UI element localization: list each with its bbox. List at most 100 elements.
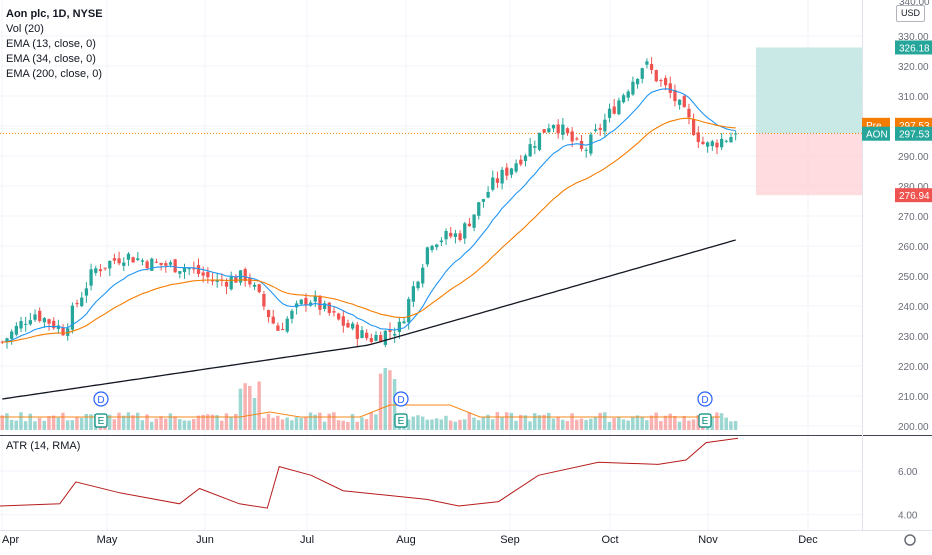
- month-label: Aug: [396, 534, 416, 546]
- candle-body: [519, 159, 523, 165]
- candle-body: [724, 140, 728, 142]
- candle-body: [556, 124, 560, 134]
- candle-body: [603, 119, 607, 132]
- candle-body: [696, 132, 700, 143]
- loss-zone: [756, 133, 862, 196]
- legend-ema13: EMA (13, close, 0): [6, 38, 96, 50]
- volume-bar: [453, 421, 458, 430]
- volume-bar: [504, 412, 509, 430]
- volume-bar: [495, 412, 500, 430]
- candle-body: [734, 133, 738, 135]
- candle-body: [243, 269, 247, 282]
- price-tick-label: 330.00: [898, 32, 929, 43]
- candle-body: [94, 268, 98, 273]
- volume-bar: [327, 413, 331, 430]
- candle-body: [640, 68, 644, 79]
- candle-body: [621, 95, 626, 103]
- candle-body: [449, 232, 453, 237]
- volume-bar: [336, 420, 341, 430]
- volume-bar: [177, 419, 182, 430]
- earnings-marker: [94, 413, 108, 428]
- earnings-marker: [394, 413, 408, 428]
- volume-bar: [75, 416, 79, 430]
- volume-bar: [462, 419, 467, 430]
- price-tick-label: 220.00: [898, 362, 929, 373]
- volume-bar: [710, 417, 714, 430]
- candle-body: [505, 167, 509, 176]
- candle-body: [346, 322, 350, 328]
- volume-bar: [61, 412, 65, 430]
- candle-body: [561, 124, 565, 135]
- candle-body: [379, 335, 383, 342]
- candle-body: [383, 330, 387, 345]
- atr-legend: ATR (14, RMA): [6, 440, 81, 452]
- volume-bar: [570, 413, 574, 430]
- candle-body: [444, 231, 448, 240]
- volume-bar: [509, 412, 514, 430]
- candle-body: [52, 320, 56, 329]
- candle-body: [70, 305, 75, 330]
- volume-bar: [280, 419, 285, 430]
- candle-body: [509, 168, 514, 175]
- candle-body: [425, 247, 430, 265]
- price-tag-prefix-bg: [862, 126, 890, 141]
- price-tag-bg: [895, 188, 932, 203]
- candle-body: [649, 63, 654, 70]
- currency-button[interactable]: USD: [896, 5, 925, 22]
- volume-bar: [271, 417, 275, 430]
- candle-body: [332, 311, 336, 313]
- volume-bar: [476, 420, 481, 430]
- volume-bar: [411, 416, 416, 430]
- volume-bar: [23, 421, 28, 430]
- volume-bar: [318, 412, 322, 430]
- candle-body: [701, 141, 705, 145]
- candle-body: [173, 259, 177, 273]
- volume-bar: [663, 415, 668, 430]
- candle-body: [715, 142, 719, 148]
- candle-body: [313, 296, 317, 302]
- volume-bar: [626, 420, 630, 430]
- volume-bar: [131, 415, 135, 430]
- candle-body: [10, 331, 14, 339]
- volume-bar: [458, 419, 462, 430]
- volume-bar: [346, 421, 350, 430]
- candle-body: [598, 127, 602, 130]
- candle-body: [551, 124, 556, 129]
- volume-bar: [121, 415, 126, 430]
- volume-bar: [546, 412, 551, 430]
- candle-body: [729, 137, 733, 143]
- candle-body: [33, 314, 37, 320]
- candle-body: [463, 223, 467, 239]
- candle-body: [659, 80, 663, 82]
- month-label: Apr: [2, 534, 19, 546]
- volume-bar: [285, 417, 289, 430]
- price-tag-prefix: AON: [866, 130, 888, 141]
- candle-body: [145, 261, 149, 269]
- candle-body: [542, 129, 546, 133]
- volume-bar: [70, 420, 75, 430]
- volume-bar: [598, 412, 602, 430]
- volume-bar: [486, 414, 490, 430]
- candle-body: [374, 334, 378, 341]
- volume-bar: [733, 420, 738, 430]
- volume-bar: [234, 414, 238, 430]
- volume-bar: [163, 418, 168, 430]
- volume-bar: [56, 417, 61, 430]
- volume-bar: [145, 414, 149, 430]
- volume-bar: [640, 416, 644, 430]
- volume-bar: [575, 419, 579, 430]
- volume-bar: [621, 419, 626, 430]
- price-tick-label: 210.00: [898, 392, 929, 403]
- profit-zone: [756, 47, 862, 134]
- atr-tick-label: 4.00: [898, 511, 918, 522]
- candle-body: [196, 265, 201, 274]
- volume-bar: [514, 420, 518, 430]
- candle-body: [351, 323, 355, 329]
- earnings-label: E: [98, 416, 105, 427]
- candle-body: [491, 177, 495, 190]
- volume-bar: [589, 418, 593, 430]
- candle-body: [224, 281, 229, 287]
- volume-bar: [308, 412, 313, 430]
